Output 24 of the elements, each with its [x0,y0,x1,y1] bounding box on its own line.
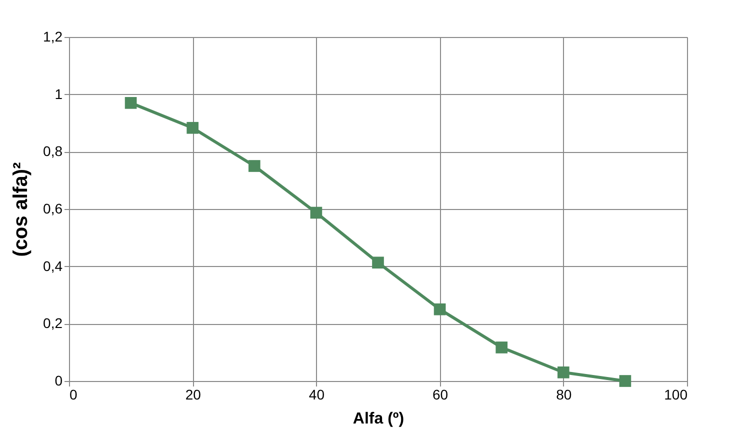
y-tick-label: 0,8 [43,143,63,160]
y-tick-label: 0 [54,372,63,388]
point [619,375,632,387]
y-tick-label: 0,2 [43,315,63,332]
x-tick-label: 20 [185,386,202,402]
x-axis-title: Alfa (º) [352,410,404,428]
x-tick-label: 60 [432,386,448,402]
y-tick-label: 1,2 [43,28,63,44]
point [557,366,570,378]
x-tick-label: 0 [70,386,78,402]
point [310,206,322,219]
point [186,122,199,134]
x-tick-label: 40 [308,386,325,402]
point [496,342,508,354]
y-tick-label: 0,6 [43,200,63,216]
point [124,97,137,109]
y-axis-title: (cos alfa)² [10,162,32,257]
y-tick-label: 0,4 [43,258,63,274]
point [248,160,260,172]
point [372,256,384,269]
point [434,303,446,316]
y-tick-label: 1 [54,86,63,102]
x-tick-label: 100 [664,386,688,402]
x-tick-label: 80 [556,386,572,402]
